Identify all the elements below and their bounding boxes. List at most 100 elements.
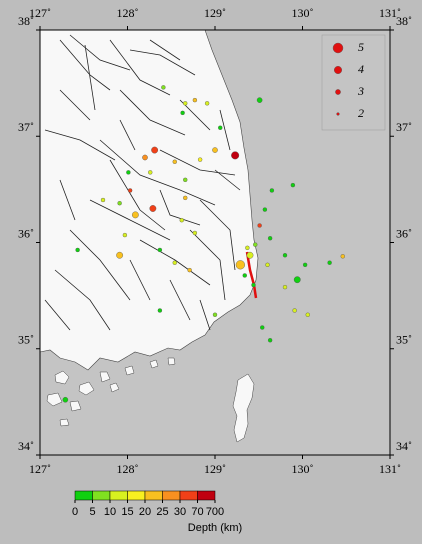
earthquake [218, 125, 223, 130]
earthquake [148, 170, 153, 175]
earthquake [204, 101, 210, 106]
earthquake [100, 197, 106, 203]
earthquake [172, 260, 177, 265]
earthquake [187, 267, 192, 273]
x-tick-label: 131˚ [379, 462, 401, 476]
earthquake [149, 205, 157, 212]
y-tick-label: 37˚ [396, 120, 412, 134]
y-tick-label: 35˚ [396, 333, 412, 347]
legend-marker [334, 65, 343, 74]
earthquake [142, 154, 148, 161]
legend-label: 4 [358, 62, 364, 76]
magnitude-legend-box [321, 34, 386, 131]
earthquake [305, 312, 310, 317]
earthquake [292, 308, 297, 313]
earthquake [157, 247, 163, 253]
earthquake [269, 188, 275, 193]
earthquake [242, 273, 247, 278]
earthquake [131, 211, 139, 219]
x-tick-label: 128˚ [117, 6, 139, 20]
earthquake [122, 232, 128, 238]
earthquake [212, 312, 218, 317]
x-tick-label: 128˚ [117, 462, 139, 476]
earthquake [183, 177, 188, 183]
earthquake [290, 182, 296, 188]
colorbar-segment [197, 490, 216, 501]
colorbar-segment [127, 490, 146, 501]
islands [46, 357, 255, 443]
x-tick-label: 129˚ [204, 462, 226, 476]
earthquake [257, 223, 262, 228]
earthquake [172, 159, 177, 164]
colorbar-label: 20 [139, 506, 151, 518]
earthquake [245, 245, 250, 251]
earthquake [75, 247, 80, 253]
earthquake [116, 251, 124, 259]
x-tick-label: 130˚ [292, 6, 314, 20]
colorbar-label: 700 [206, 506, 224, 518]
y-tick-label: 36˚ [18, 226, 34, 240]
earthquake [183, 101, 188, 106]
earthquake [260, 325, 265, 330]
depth-label: Depth (km) [188, 522, 242, 534]
legend-marker [335, 89, 341, 95]
faults [44, 34, 258, 331]
earthquake [267, 236, 273, 241]
earthquake [265, 262, 270, 268]
earthquake [192, 97, 198, 103]
colorbar-segment [162, 490, 181, 501]
y-tick-label: 38˚ [396, 14, 412, 28]
colorbar-label: 10 [104, 506, 116, 518]
y-tick-label: 38˚ [18, 14, 34, 28]
x-tick-label: 127˚ [29, 6, 51, 20]
earthquake [293, 276, 301, 284]
earthquake [212, 147, 218, 153]
colorbar-label: 15 [121, 506, 133, 518]
earthquake [327, 260, 332, 265]
x-tick-label: 129˚ [204, 6, 226, 20]
colorbar-label: 5 [89, 506, 95, 518]
colorbar-label: 70 [191, 506, 203, 518]
earthquake [62, 396, 69, 403]
earthquake [302, 262, 308, 268]
y-tick-label: 34˚ [18, 439, 34, 453]
earthquake [253, 242, 258, 247]
earthquake [161, 85, 166, 90]
earthquake [117, 200, 122, 206]
earthquake [262, 207, 268, 212]
legend-label: 5 [358, 40, 364, 54]
colorbar-label: 0 [72, 506, 78, 518]
legend-label: 3 [357, 84, 364, 98]
colorbar-segment [179, 490, 198, 501]
earthquake [157, 308, 163, 313]
earthquake [180, 110, 185, 116]
y-tick-label: 35˚ [18, 333, 34, 347]
y-tick-label: 36˚ [396, 226, 412, 240]
earthquake [267, 338, 273, 343]
earthquake [151, 146, 159, 154]
earthquake [282, 253, 288, 258]
colorbar-segment [92, 490, 111, 501]
earthquake [340, 254, 345, 259]
x-tick-label: 127˚ [29, 462, 51, 476]
earthquake [235, 260, 245, 270]
earthquake [231, 151, 240, 160]
earthquake [192, 230, 198, 236]
colorbar-segment [144, 490, 163, 501]
land [39, 29, 259, 371]
legend-marker [332, 42, 344, 54]
earthquake [256, 97, 263, 103]
earthquake [126, 170, 131, 175]
earthquake [127, 188, 133, 193]
legend-marker [336, 112, 340, 116]
y-tick-label: 37˚ [18, 120, 34, 134]
earthquake [251, 282, 256, 288]
x-tick-label: 130˚ [292, 462, 314, 476]
earthquake [179, 217, 184, 223]
earthquake [197, 157, 203, 162]
colorbar-segment [74, 490, 93, 501]
earthquake [282, 284, 288, 290]
colorbar-label: 30 [174, 506, 186, 518]
legend-label: 2 [358, 106, 364, 120]
